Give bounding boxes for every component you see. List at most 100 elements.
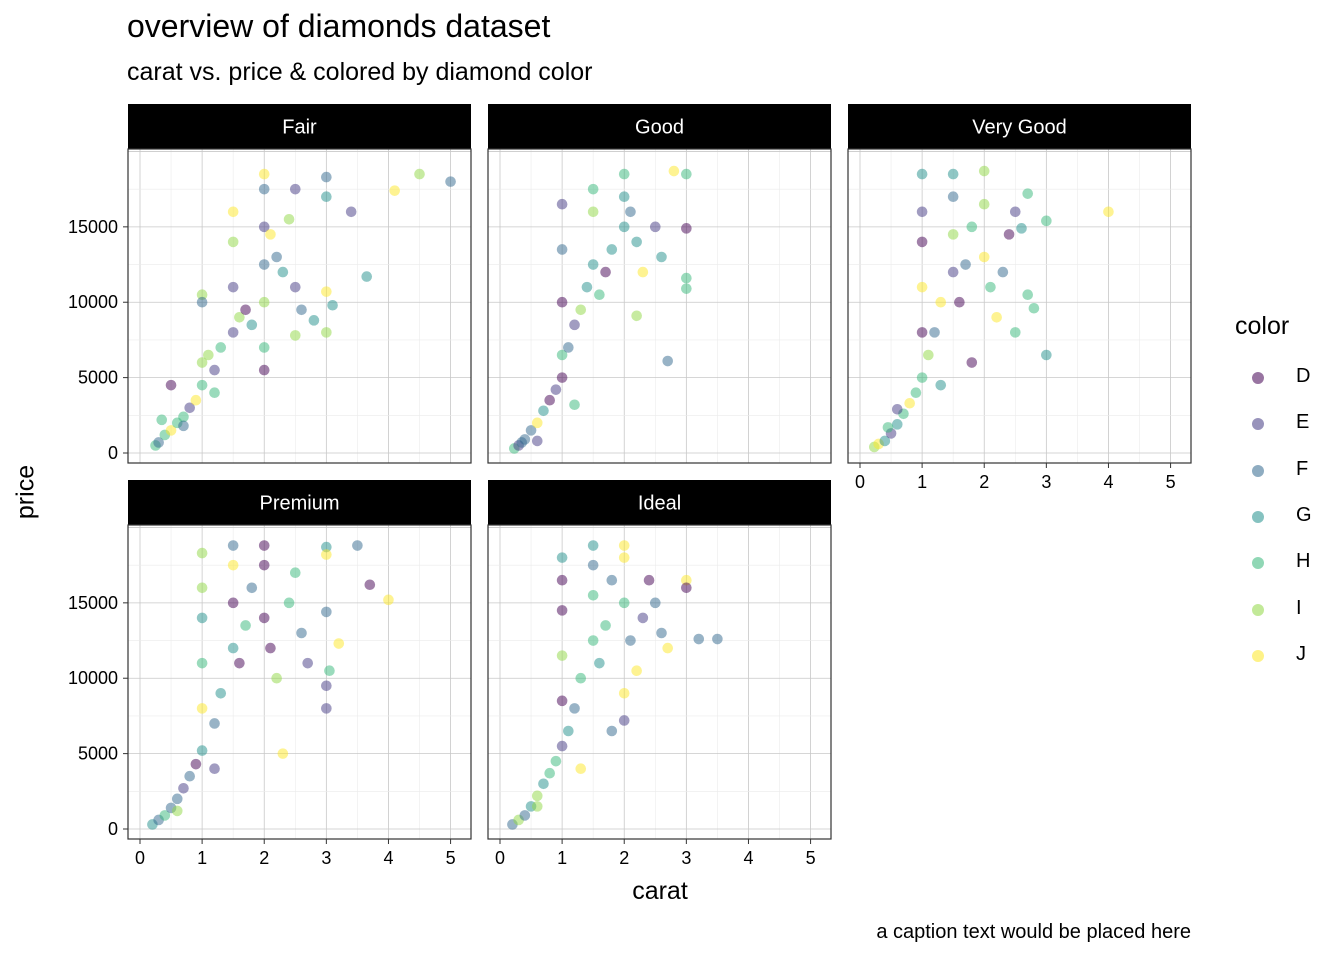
data-point — [606, 725, 618, 737]
data-point — [556, 740, 568, 752]
data-point — [153, 437, 164, 448]
data-point — [364, 579, 376, 591]
data-point — [296, 627, 307, 639]
data-point — [178, 411, 189, 423]
x-tick-label: 2 — [259, 848, 269, 868]
data-point — [656, 627, 667, 639]
data-point — [556, 349, 568, 361]
data-point — [947, 229, 959, 240]
data-point — [258, 559, 270, 571]
data-point — [215, 342, 227, 353]
data-point — [556, 695, 568, 707]
data-point — [594, 289, 605, 300]
data-point — [575, 304, 587, 316]
data-point — [618, 191, 630, 202]
data-point — [531, 790, 543, 802]
data-point — [681, 283, 692, 294]
data-point — [240, 304, 251, 316]
legend-label: D — [1296, 365, 1311, 387]
facet-strip-label: Very Good — [972, 117, 1067, 139]
data-point — [978, 251, 990, 263]
data-point — [550, 384, 562, 395]
data-point — [618, 221, 630, 233]
data-point — [631, 665, 642, 676]
x-tick-label: 5 — [1166, 472, 1176, 492]
data-point — [321, 680, 332, 692]
data-point — [1103, 206, 1114, 218]
data-point — [879, 435, 891, 447]
data-point — [383, 594, 394, 606]
data-point — [693, 633, 705, 645]
data-point — [1041, 349, 1052, 361]
data-point — [265, 642, 276, 654]
data-point — [916, 206, 928, 218]
data-point — [531, 801, 543, 812]
data-point — [966, 221, 978, 233]
data-point — [321, 171, 332, 183]
panel-border — [127, 148, 472, 464]
data-point — [563, 342, 574, 353]
data-point — [352, 540, 363, 551]
data-point — [321, 327, 332, 338]
points-good — [508, 165, 692, 454]
data-point — [178, 420, 189, 432]
data-point — [649, 597, 661, 609]
data-point — [289, 183, 301, 195]
data-point — [265, 229, 276, 240]
x-tick-label: 0 — [495, 848, 505, 868]
y-axis-label: price — [11, 464, 40, 520]
data-point — [947, 266, 959, 278]
data-point — [227, 281, 239, 293]
chart-title: overview of diamonds dataset — [127, 8, 551, 44]
data-point — [631, 236, 642, 248]
data-point — [289, 330, 301, 341]
data-point — [171, 805, 183, 817]
data-point — [556, 650, 568, 661]
data-point — [916, 372, 928, 383]
data-point — [289, 567, 301, 578]
data-point — [916, 281, 928, 293]
data-point — [891, 403, 903, 415]
data-point — [935, 296, 947, 308]
data-point — [891, 419, 903, 430]
data-point — [606, 244, 618, 255]
x-tick-label: 2 — [979, 472, 989, 492]
panel-border — [487, 524, 832, 840]
data-point — [1022, 188, 1034, 199]
facet-strip-label: Good — [635, 117, 684, 139]
facet-strip — [488, 480, 831, 525]
data-point — [196, 745, 208, 756]
data-point — [321, 549, 332, 560]
data-point — [190, 394, 202, 406]
data-point — [544, 394, 555, 406]
data-point — [569, 399, 580, 411]
data-point — [321, 191, 332, 202]
data-point — [556, 296, 568, 308]
data-point — [882, 422, 894, 433]
data-point — [159, 810, 171, 821]
data-point — [910, 387, 922, 398]
data-point — [277, 266, 289, 278]
data-point — [227, 327, 239, 338]
data-point — [618, 597, 630, 609]
data-point — [209, 763, 220, 774]
data-point — [618, 715, 630, 726]
data-point — [209, 387, 220, 398]
data-point — [947, 191, 959, 202]
data-point — [656, 251, 667, 263]
data-point — [916, 327, 928, 338]
x-tick-label: 1 — [557, 848, 567, 868]
x-tick-label: 3 — [321, 848, 331, 868]
data-point — [643, 574, 655, 586]
y-tick-label: 0 — [108, 819, 118, 839]
data-point — [681, 574, 692, 586]
legend-swatch — [1252, 649, 1264, 662]
data-point — [227, 206, 239, 218]
data-point — [954, 296, 965, 308]
data-point — [215, 688, 227, 699]
data-point — [283, 597, 295, 609]
chart-subtitle: carat vs. price & colored by diamond col… — [127, 58, 593, 86]
data-point — [606, 574, 618, 586]
data-point — [258, 183, 270, 195]
data-point — [289, 281, 301, 293]
